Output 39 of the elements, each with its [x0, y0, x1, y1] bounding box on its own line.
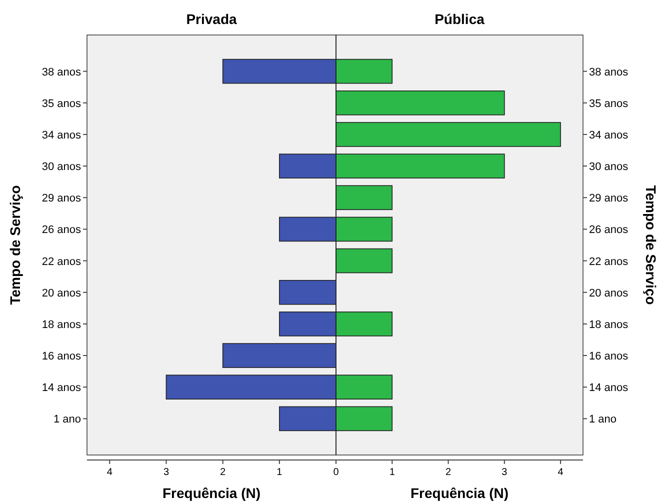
y-tick-label: 30 anos: [589, 161, 629, 174]
y-tick-label: 1 ano: [53, 414, 81, 426]
y-tick-label: 38 anos: [589, 66, 629, 78]
y-tick-label: 18 anos: [42, 318, 82, 331]
y-tick-label: 26 anos: [589, 224, 629, 236]
y-tick-label: 30 anos: [42, 161, 82, 174]
x-tick-label: 3: [502, 467, 508, 478]
y-tick-label: 35 anos: [42, 98, 82, 110]
y-axis-title: Tempo de Serviço: [643, 185, 659, 305]
x-tick-label: 3: [163, 467, 170, 478]
x-tick-label: 4: [106, 467, 113, 478]
y-tick-label: 38 anos: [42, 66, 82, 78]
y-tick-label: 16 anos: [589, 350, 629, 363]
x-tick-label: 2: [445, 467, 452, 478]
y-tick-label: 1 ano: [589, 414, 617, 426]
y-tick-label: 18 anos: [589, 318, 629, 331]
y-tick-label: 20 anos: [42, 287, 82, 300]
chart-title: Pública: [434, 11, 485, 27]
y-tick-label: 14 anos: [589, 382, 629, 394]
y-tick-label: 16 anos: [42, 350, 82, 363]
x-tick-label: 1: [389, 467, 396, 478]
x-axis-title: Frequência (N): [162, 485, 261, 501]
x-axis-title: Frequência (N): [410, 485, 509, 501]
y-tick-label: 14 anos: [42, 382, 82, 394]
x-tick-label: 1: [276, 467, 283, 478]
y-tick-label: 34 anos: [589, 129, 629, 142]
y-tick-label: 22 anos: [589, 256, 629, 268]
y-tick-label: 22 anos: [42, 256, 82, 268]
x-tick-label: 0: [333, 467, 340, 478]
y-tick-label: 34 anos: [42, 129, 82, 142]
y-tick-label: 20 anos: [589, 287, 629, 300]
y-axis-title: Tempo de Serviço: [7, 185, 23, 305]
y-tick-label: 29 anos: [42, 192, 82, 205]
x-tick-label: 4: [558, 467, 564, 478]
x-tick-label: 2: [220, 467, 226, 478]
y-tick-label: 29 anos: [589, 192, 629, 205]
y-tick-label: 26 anos: [42, 224, 82, 236]
chart-title: Privada: [186, 11, 238, 27]
y-tick-label: 35 anos: [589, 98, 629, 110]
